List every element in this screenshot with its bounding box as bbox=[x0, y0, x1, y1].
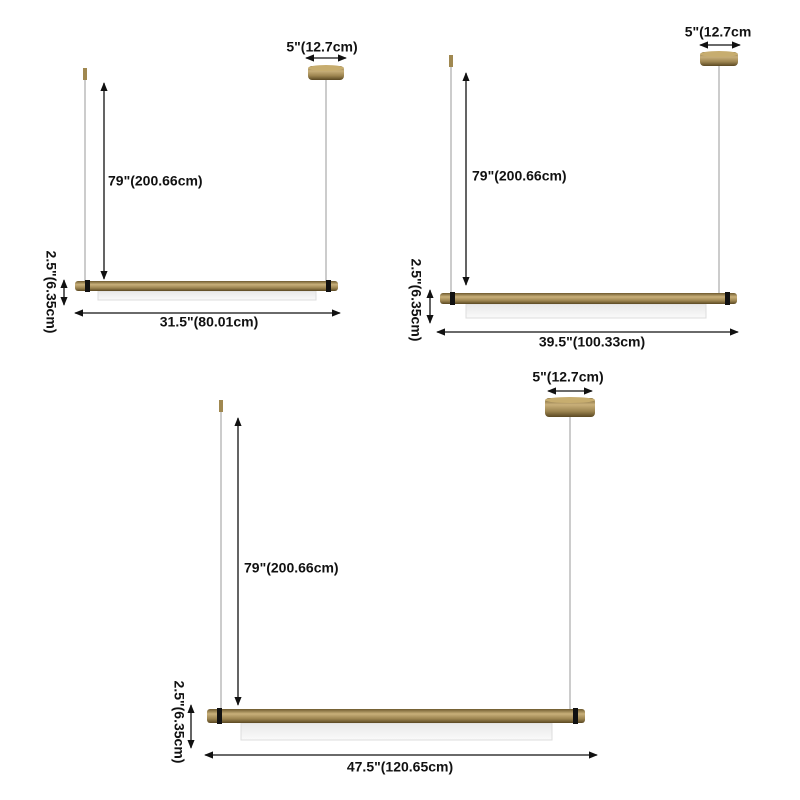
fixture: 5"(12.7cm) 79"(200.66cm) 2.5"(6.35cm) 31.5"… bbox=[43, 39, 357, 334]
fixture: 5"(12.7cm) 79"(200.66cm) 2.5"(6.35cm) 47.5"… bbox=[171, 369, 603, 775]
tube-clamp bbox=[573, 708, 578, 724]
height-label: 2.5"(6.35cm) bbox=[43, 251, 59, 334]
drop-label: 79"(200.66cm) bbox=[244, 560, 339, 576]
canopy-top bbox=[700, 51, 738, 57]
diffuser bbox=[240, 722, 553, 741]
drop-label: 79"(200.66cm) bbox=[472, 168, 567, 184]
canopy-label: 5"(12.7cm) bbox=[286, 39, 357, 55]
height-label: 2.5"(6.35cm) bbox=[408, 259, 424, 342]
canopy-top bbox=[308, 65, 344, 71]
canopy-top bbox=[545, 397, 595, 403]
length-label: 47.5"(120.65cm) bbox=[347, 759, 453, 775]
fixture: 5"(12.7cm 79"(200.66cm) 2.5"(6.35cm) 39.5"(… bbox=[408, 24, 751, 350]
cord-grip bbox=[219, 400, 223, 412]
diffuser bbox=[465, 303, 707, 319]
tube-clamp bbox=[217, 708, 222, 724]
height-label: 2.5"(6.35cm) bbox=[171, 681, 187, 764]
tube bbox=[440, 293, 737, 304]
length-label: 31.5"(80.01cm) bbox=[160, 314, 258, 330]
tube-clamp bbox=[725, 292, 730, 305]
cord-grip bbox=[449, 55, 453, 67]
diffuser bbox=[97, 290, 317, 301]
length-label: 39.5"(100.33cm) bbox=[539, 334, 645, 350]
tube bbox=[75, 281, 338, 291]
canopy bbox=[545, 398, 595, 417]
tube bbox=[207, 709, 585, 723]
drop-label: 79"(200.66cm) bbox=[108, 173, 203, 189]
canopy-label: 5"(12.7cm) bbox=[532, 369, 603, 385]
cord-grip bbox=[83, 68, 87, 80]
tube-clamp bbox=[85, 280, 90, 292]
fixtures: 5"(12.7cm) 79"(200.66cm) 2.5"(6.35cm) 31.5"… bbox=[43, 24, 751, 775]
canopy-label: 5"(12.7cm bbox=[685, 24, 752, 40]
tube-clamp bbox=[326, 280, 331, 292]
tube-clamp bbox=[450, 292, 455, 305]
